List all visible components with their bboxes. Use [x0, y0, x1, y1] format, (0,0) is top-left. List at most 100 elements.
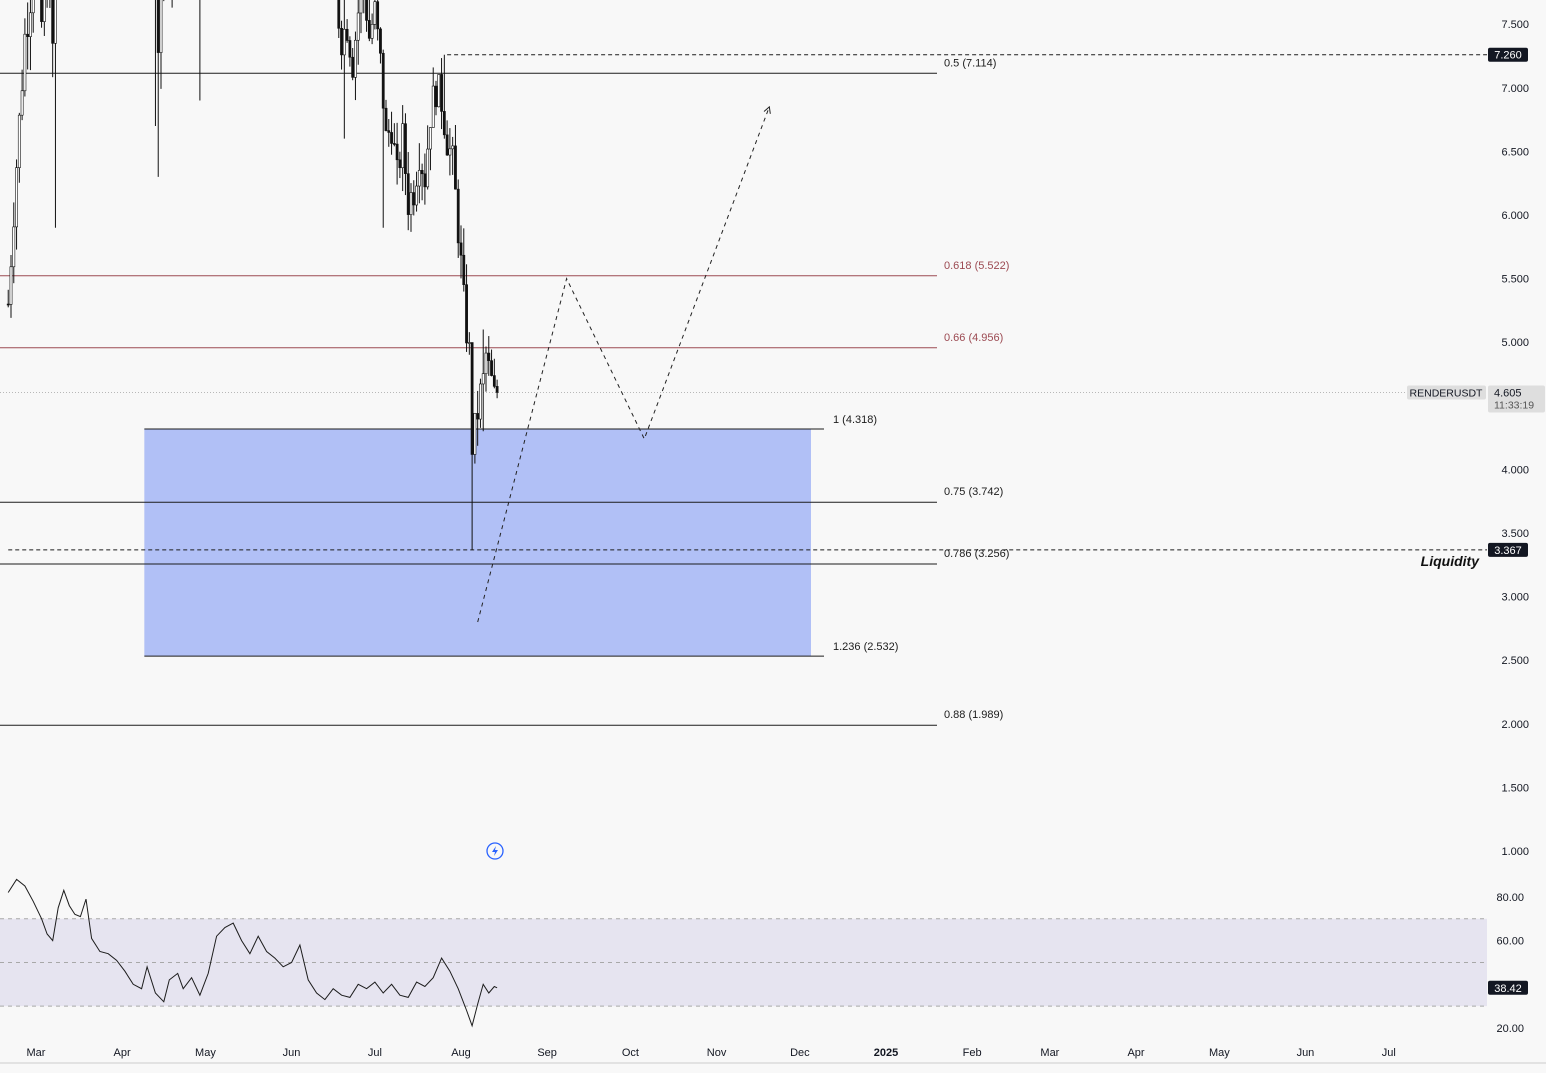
candle-body [390, 132, 393, 144]
price-tick-label: 2.000 [1501, 719, 1529, 731]
time-tick-label: May [195, 1047, 216, 1059]
fib-level-label: 0.66 (4.956) [944, 332, 1003, 344]
liquidity-label: Liquidity [1421, 553, 1481, 569]
candle-body [370, 24, 374, 39]
rsi-tick-label: 80.00 [1496, 892, 1524, 904]
candle-body [17, 114, 21, 168]
candle-body [354, 39, 357, 78]
price-tick-label: 7.000 [1501, 83, 1529, 95]
candle-body [476, 413, 480, 420]
time-axis[interactable]: Mar Apr May Jun Jul Aug Sep Oct Nov Dec 2025 Feb Mar… [0, 1047, 1546, 1064]
candle-body [342, 28, 346, 56]
candle-body [412, 192, 416, 206]
projection-arrowhead [763, 105, 771, 114]
candle-body [54, 0, 57, 44]
candle-body [365, 0, 368, 21]
price-tick-label: 1.500 [1501, 782, 1529, 794]
time-tick-label: Oct [622, 1047, 639, 1059]
rsi-line [7, 878, 498, 1028]
candle-body [379, 28, 382, 54]
candle-body [454, 145, 457, 190]
fib-level-label: 0.88 (1.989) [944, 709, 1003, 721]
candle-body [6, 303, 10, 306]
time-tick-label: Jul [368, 1047, 382, 1059]
current-price-tag-bg [1488, 385, 1545, 413]
candle-body [367, 20, 371, 39]
dashed-levels: Liquidity [0, 54, 1487, 569]
price-axis[interactable]: 14.00013.50013.00012.50012.00011.50011.0… [1495, 0, 1529, 858]
candle-body [417, 170, 421, 187]
extension-zone: 1 (4.318) 1.236 (2.532) [144, 414, 898, 657]
price-tick-label: 3.500 [1501, 528, 1529, 540]
candle-body [31, 0, 35, 14]
time-tick-label: Sep [537, 1047, 557, 1059]
price-tick-label: 5.000 [1501, 337, 1529, 349]
rsi-band [0, 918, 1487, 1007]
candle-body [340, 27, 343, 56]
fibonacci-levels: 0 (13.858)0.09 (12.644)0.146 (11.888)0.2… [0, 57, 1009, 726]
candle-body [462, 254, 466, 285]
candle-body [409, 192, 413, 215]
candle-body [448, 148, 452, 156]
candle-body [423, 173, 427, 188]
candle-body [440, 74, 443, 112]
candle-body [12, 226, 16, 268]
candle-body [437, 74, 441, 108]
extension-top-label: 1 (4.318) [833, 414, 877, 426]
price-tick-label: 6.000 [1501, 210, 1529, 222]
candle-body [359, 0, 363, 14]
candle-body [490, 360, 493, 376]
candle-body [495, 386, 499, 393]
price-tag-bg [1488, 542, 1528, 557]
candle-body [351, 56, 355, 78]
time-tick-label: Nov [707, 1047, 727, 1059]
candle-body [381, 52, 385, 109]
candle-body [29, 12, 32, 37]
candle-body [42, 0, 46, 22]
candle-body [373, 1, 377, 25]
candle-body [398, 159, 402, 169]
candle-body [487, 352, 491, 361]
lightning-icon[interactable] [486, 842, 504, 860]
rsi-tick-label: 20.00 [1496, 1023, 1524, 1035]
candle-body [434, 85, 438, 108]
time-tick-label: Mar [1040, 1047, 1059, 1059]
candle-body [26, 33, 30, 37]
symbol-tag-label: RENDERUSDT [1410, 387, 1484, 399]
candle-body [420, 170, 424, 175]
rsi-tag-bg [1488, 980, 1528, 995]
candle-body [345, 28, 349, 41]
candle-body [20, 90, 24, 116]
time-tick-label: Dec [790, 1047, 810, 1059]
extension-zone-fill [144, 428, 812, 657]
fib-level-label: 0.75 (3.742) [944, 486, 1003, 498]
candle-body [40, 0, 43, 22]
candle-body [376, 1, 380, 30]
candle-body [337, 0, 341, 29]
candle-body [442, 111, 446, 136]
candle-body [356, 12, 360, 41]
candle-body [431, 85, 435, 128]
candle-body [384, 107, 388, 131]
time-tick-label: Jun [283, 1047, 301, 1059]
candle-body [473, 413, 477, 455]
candle-body [387, 130, 391, 133]
time-tick-label: Mar [27, 1047, 46, 1059]
candle-body [481, 373, 485, 385]
candle-body [467, 342, 471, 344]
candle-body [401, 123, 405, 169]
candle-body [9, 266, 13, 305]
candle-body [406, 173, 410, 215]
time-tick-label: Apr [114, 1047, 131, 1059]
candle-body [156, 0, 160, 53]
candle-body [395, 143, 399, 161]
price-tick-label: 4.000 [1501, 464, 1529, 476]
candlestick-series [6, 0, 499, 550]
candle-body [392, 143, 396, 145]
projection-path [477, 105, 771, 623]
fib-level-label: 0.786 (3.256) [944, 548, 1009, 560]
price-tick-label: 1.000 [1501, 846, 1529, 858]
